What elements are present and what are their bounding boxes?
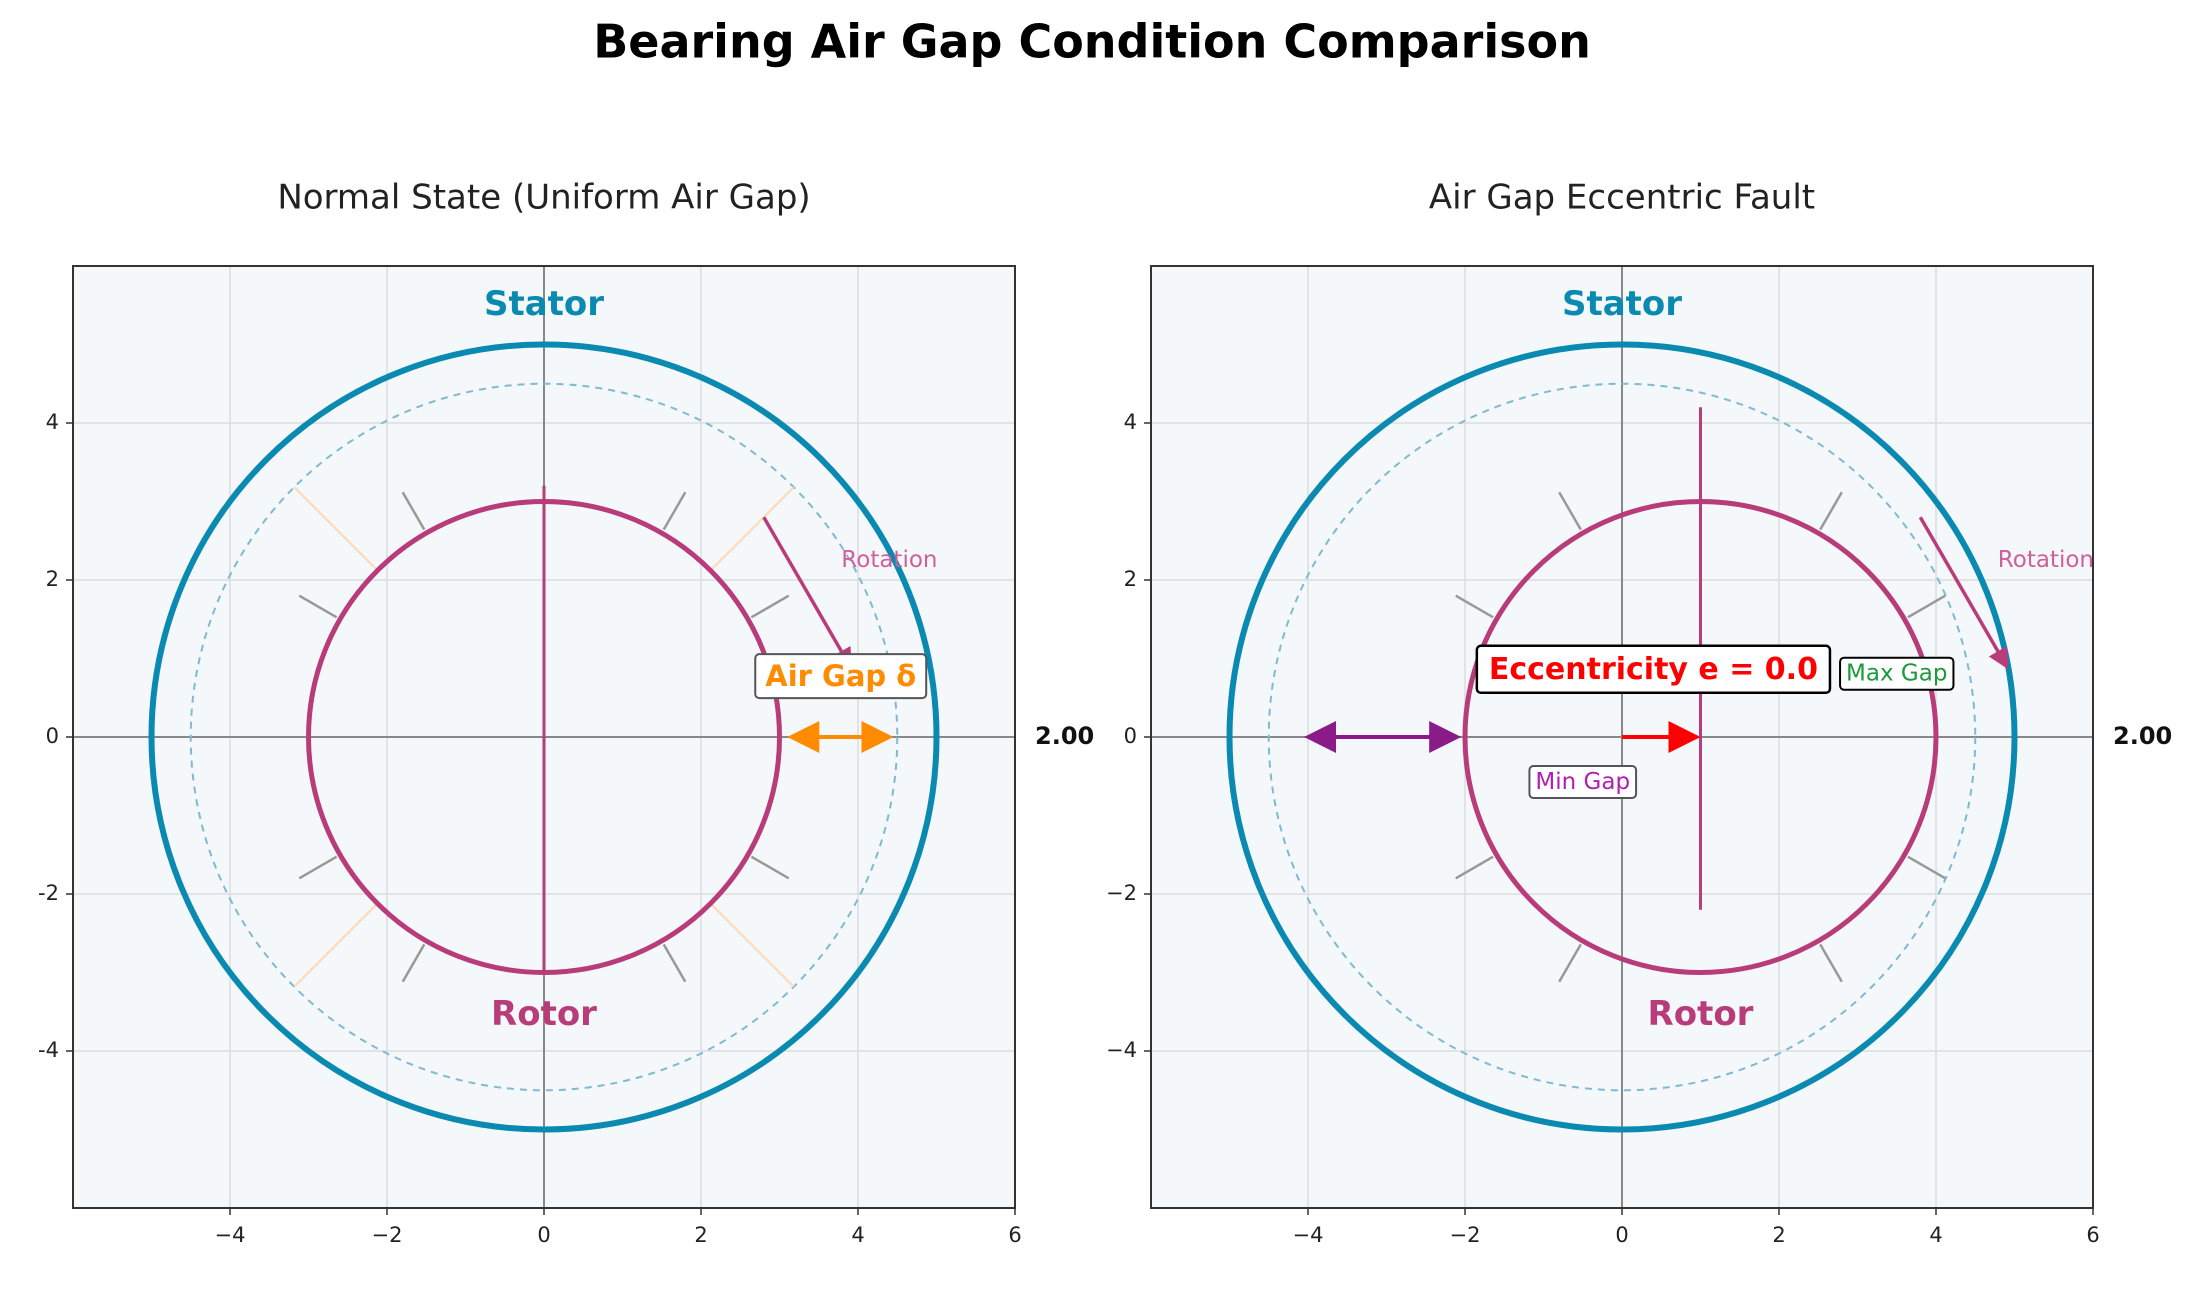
min-gap-label: Min Gap <box>1535 769 1630 795</box>
y-tick-label: -4 <box>38 1038 59 1062</box>
x-tick-label: 4 <box>851 1223 864 1247</box>
rotor-tooth <box>1455 855 1494 880</box>
rotor-tooth <box>1455 594 1494 619</box>
rotor-tooth <box>401 491 426 531</box>
rotor-tooth <box>1558 491 1582 531</box>
gap-label: Air Gap δ <box>765 659 916 693</box>
subplot-title: Air Gap Eccentric Fault <box>1429 178 1815 218</box>
rotation-arrow <box>762 516 852 670</box>
label-box <box>1528 765 1638 800</box>
x-tick-label: 2 <box>694 1223 707 1247</box>
rotation-label: Rotation <box>1998 547 2094 573</box>
flux-line <box>709 486 795 572</box>
stator-label: Stator <box>1562 284 1682 324</box>
side-label: 2.00 <box>1035 722 1094 750</box>
y-tick-label: 0 <box>46 724 59 748</box>
rotor-label: Rotor <box>1648 994 1754 1034</box>
rotor-tooth <box>750 594 790 619</box>
rotor-tooth <box>662 491 687 531</box>
rotor-tooth <box>401 943 426 983</box>
eccentricity-label: Eccentricity e = 0.0 <box>1489 652 1818 687</box>
rotor-tooth <box>1819 491 1843 531</box>
axes-frame <box>1150 265 2094 1209</box>
x-tick-label: 0 <box>1615 1223 1628 1247</box>
label-box <box>1839 656 1955 691</box>
y-tick-label: 2 <box>1124 567 1137 591</box>
rotor-tooth <box>1907 594 1946 619</box>
rotation-arrow <box>1918 516 2009 670</box>
y-tick-label: 0 <box>1124 724 1137 748</box>
rotor-tooth <box>298 855 338 880</box>
y-tick-label: −4 <box>1106 1038 1137 1062</box>
flux-line <box>293 486 379 572</box>
gap-circle <box>189 382 899 1092</box>
figure-title: Bearing Air Gap Condition Comparison <box>593 15 1591 69</box>
axes-frame <box>72 265 1016 1209</box>
side-label: 2.00 <box>2113 722 2172 750</box>
rotation-label: Rotation <box>841 547 937 573</box>
stator-label: Stator <box>484 284 604 324</box>
x-tick-label: 6 <box>2086 1223 2099 1247</box>
x-tick-label: −2 <box>372 1223 403 1247</box>
rotor-tooth <box>1819 943 1843 983</box>
max-gap-label: Max Gap <box>1846 661 1947 687</box>
x-tick-label: 6 <box>1008 1223 1021 1247</box>
y-tick-label: -2 <box>38 881 59 905</box>
subplot-title: Normal State (Uniform Air Gap) <box>277 178 810 218</box>
rotor-tooth <box>1558 943 1582 983</box>
x-tick-label: 2 <box>1772 1223 1785 1247</box>
label-box <box>1475 644 1832 695</box>
stator <box>1226 341 2018 1133</box>
x-tick-label: −4 <box>215 1223 246 1247</box>
y-tick-label: 4 <box>1124 410 1137 434</box>
rotor-tooth <box>662 943 687 983</box>
x-tick-label: 0 <box>537 1223 550 1247</box>
gap-circle <box>1267 382 1977 1092</box>
rotor-tooth <box>1907 855 1946 880</box>
flux-line <box>293 902 379 988</box>
rotor-label: Rotor <box>491 994 597 1034</box>
x-tick-label: −4 <box>1293 1223 1324 1247</box>
flux-line <box>709 902 795 988</box>
plot-area <box>1151 266 2093 1208</box>
label-box <box>754 653 928 700</box>
rotor-tooth <box>298 594 338 619</box>
y-tick-label: 2 <box>46 567 59 591</box>
rotor-tooth <box>750 855 790 880</box>
y-tick-label: 4 <box>46 410 59 434</box>
x-tick-label: 4 <box>1929 1223 1942 1247</box>
x-tick-label: −2 <box>1450 1223 1481 1247</box>
y-tick-label: −2 <box>1106 881 1137 905</box>
stator <box>148 341 940 1133</box>
